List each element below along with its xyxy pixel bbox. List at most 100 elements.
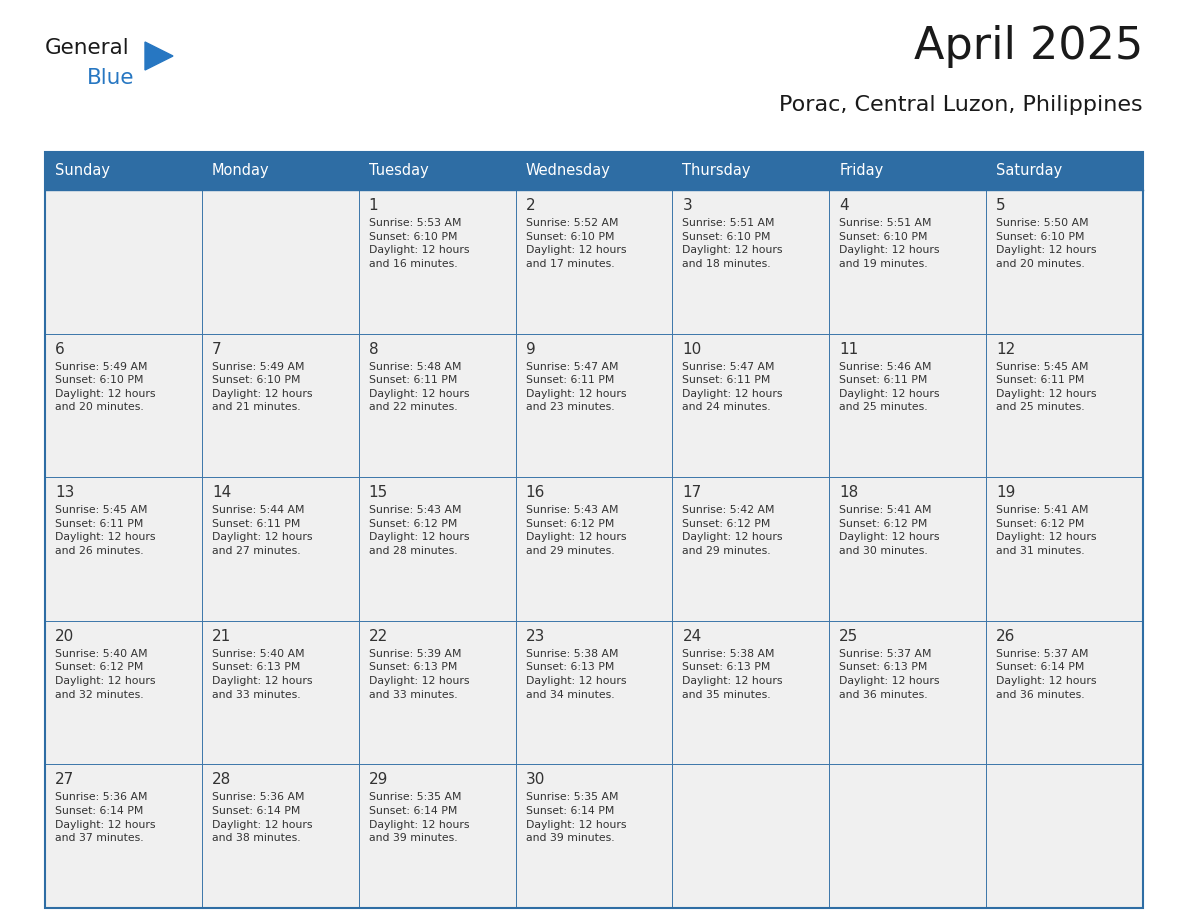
Text: Sunrise: 5:42 AM
Sunset: 6:12 PM
Daylight: 12 hours
and 29 minutes.: Sunrise: 5:42 AM Sunset: 6:12 PM Dayligh… <box>682 505 783 556</box>
Text: Sunrise: 5:39 AM
Sunset: 6:13 PM
Daylight: 12 hours
and 33 minutes.: Sunrise: 5:39 AM Sunset: 6:13 PM Dayligh… <box>368 649 469 700</box>
Text: Sunrise: 5:37 AM
Sunset: 6:14 PM
Daylight: 12 hours
and 36 minutes.: Sunrise: 5:37 AM Sunset: 6:14 PM Dayligh… <box>997 649 1097 700</box>
Bar <box>45 477 202 621</box>
Bar <box>45 333 202 477</box>
Text: 24: 24 <box>682 629 702 644</box>
Text: 14: 14 <box>211 486 232 500</box>
Bar <box>986 190 1143 333</box>
Bar <box>672 333 829 477</box>
Text: 1: 1 <box>368 198 378 213</box>
Bar <box>202 621 359 765</box>
Text: 23: 23 <box>525 629 545 644</box>
Text: 26: 26 <box>997 629 1016 644</box>
Bar <box>45 765 202 908</box>
Bar <box>45 621 202 765</box>
Bar <box>829 621 986 765</box>
Text: Sunrise: 5:47 AM
Sunset: 6:11 PM
Daylight: 12 hours
and 24 minutes.: Sunrise: 5:47 AM Sunset: 6:11 PM Dayligh… <box>682 362 783 412</box>
Text: Thursday: Thursday <box>682 163 751 178</box>
Text: 12: 12 <box>997 341 1016 356</box>
Bar <box>359 765 516 908</box>
Text: 10: 10 <box>682 341 702 356</box>
Text: Sunrise: 5:40 AM
Sunset: 6:12 PM
Daylight: 12 hours
and 32 minutes.: Sunrise: 5:40 AM Sunset: 6:12 PM Dayligh… <box>55 649 156 700</box>
Bar <box>45 152 1143 908</box>
Bar <box>359 190 516 333</box>
Text: 13: 13 <box>55 486 75 500</box>
Bar <box>202 477 359 621</box>
Text: Sunrise: 5:36 AM
Sunset: 6:14 PM
Daylight: 12 hours
and 37 minutes.: Sunrise: 5:36 AM Sunset: 6:14 PM Dayligh… <box>55 792 156 844</box>
Bar <box>45 152 1143 190</box>
Bar <box>829 477 986 621</box>
Text: Blue: Blue <box>87 68 134 88</box>
Text: Sunrise: 5:43 AM
Sunset: 6:12 PM
Daylight: 12 hours
and 28 minutes.: Sunrise: 5:43 AM Sunset: 6:12 PM Dayligh… <box>368 505 469 556</box>
Text: Tuesday: Tuesday <box>368 163 429 178</box>
Text: 29: 29 <box>368 772 388 788</box>
Text: 3: 3 <box>682 198 693 213</box>
Text: Sunrise: 5:51 AM
Sunset: 6:10 PM
Daylight: 12 hours
and 19 minutes.: Sunrise: 5:51 AM Sunset: 6:10 PM Dayligh… <box>839 218 940 269</box>
Text: Sunrise: 5:41 AM
Sunset: 6:12 PM
Daylight: 12 hours
and 30 minutes.: Sunrise: 5:41 AM Sunset: 6:12 PM Dayligh… <box>839 505 940 556</box>
Text: Wednesday: Wednesday <box>525 163 611 178</box>
Bar <box>986 333 1143 477</box>
Text: Sunrise: 5:41 AM
Sunset: 6:12 PM
Daylight: 12 hours
and 31 minutes.: Sunrise: 5:41 AM Sunset: 6:12 PM Dayligh… <box>997 505 1097 556</box>
Text: Sunrise: 5:53 AM
Sunset: 6:10 PM
Daylight: 12 hours
and 16 minutes.: Sunrise: 5:53 AM Sunset: 6:10 PM Dayligh… <box>368 218 469 269</box>
Text: Sunrise: 5:48 AM
Sunset: 6:11 PM
Daylight: 12 hours
and 22 minutes.: Sunrise: 5:48 AM Sunset: 6:11 PM Dayligh… <box>368 362 469 412</box>
Bar <box>359 621 516 765</box>
Polygon shape <box>145 42 173 70</box>
Bar <box>359 333 516 477</box>
Text: 27: 27 <box>55 772 74 788</box>
Text: 15: 15 <box>368 486 388 500</box>
Text: Sunrise: 5:35 AM
Sunset: 6:14 PM
Daylight: 12 hours
and 39 minutes.: Sunrise: 5:35 AM Sunset: 6:14 PM Dayligh… <box>368 792 469 844</box>
Text: Sunrise: 5:51 AM
Sunset: 6:10 PM
Daylight: 12 hours
and 18 minutes.: Sunrise: 5:51 AM Sunset: 6:10 PM Dayligh… <box>682 218 783 269</box>
Bar <box>829 333 986 477</box>
Bar <box>829 190 986 333</box>
Text: 9: 9 <box>525 341 536 356</box>
Text: Sunrise: 5:47 AM
Sunset: 6:11 PM
Daylight: 12 hours
and 23 minutes.: Sunrise: 5:47 AM Sunset: 6:11 PM Dayligh… <box>525 362 626 412</box>
Bar <box>986 765 1143 908</box>
Text: Sunrise: 5:45 AM
Sunset: 6:11 PM
Daylight: 12 hours
and 26 minutes.: Sunrise: 5:45 AM Sunset: 6:11 PM Dayligh… <box>55 505 156 556</box>
Text: Saturday: Saturday <box>997 163 1062 178</box>
Bar <box>359 477 516 621</box>
Text: 11: 11 <box>839 341 859 356</box>
Text: 2: 2 <box>525 198 536 213</box>
Bar <box>986 477 1143 621</box>
Text: 21: 21 <box>211 629 232 644</box>
Text: 6: 6 <box>55 341 65 356</box>
Bar <box>202 190 359 333</box>
Bar <box>45 190 202 333</box>
Bar <box>516 333 672 477</box>
Text: 20: 20 <box>55 629 74 644</box>
Text: Sunrise: 5:45 AM
Sunset: 6:11 PM
Daylight: 12 hours
and 25 minutes.: Sunrise: 5:45 AM Sunset: 6:11 PM Dayligh… <box>997 362 1097 412</box>
Bar <box>672 765 829 908</box>
Bar <box>516 190 672 333</box>
Text: 8: 8 <box>368 341 378 356</box>
Text: Sunday: Sunday <box>55 163 110 178</box>
Text: Sunrise: 5:38 AM
Sunset: 6:13 PM
Daylight: 12 hours
and 34 minutes.: Sunrise: 5:38 AM Sunset: 6:13 PM Dayligh… <box>525 649 626 700</box>
Bar <box>672 621 829 765</box>
Bar <box>202 333 359 477</box>
Text: 4: 4 <box>839 198 849 213</box>
Text: 16: 16 <box>525 486 545 500</box>
Text: Sunrise: 5:40 AM
Sunset: 6:13 PM
Daylight: 12 hours
and 33 minutes.: Sunrise: 5:40 AM Sunset: 6:13 PM Dayligh… <box>211 649 312 700</box>
Text: 18: 18 <box>839 486 859 500</box>
Text: Sunrise: 5:44 AM
Sunset: 6:11 PM
Daylight: 12 hours
and 27 minutes.: Sunrise: 5:44 AM Sunset: 6:11 PM Dayligh… <box>211 505 312 556</box>
Bar <box>516 621 672 765</box>
Text: 22: 22 <box>368 629 388 644</box>
Text: Porac, Central Luzon, Philippines: Porac, Central Luzon, Philippines <box>779 95 1143 115</box>
Text: Sunrise: 5:35 AM
Sunset: 6:14 PM
Daylight: 12 hours
and 39 minutes.: Sunrise: 5:35 AM Sunset: 6:14 PM Dayligh… <box>525 792 626 844</box>
Bar <box>202 765 359 908</box>
Text: 5: 5 <box>997 198 1006 213</box>
Text: 19: 19 <box>997 486 1016 500</box>
Text: Sunrise: 5:49 AM
Sunset: 6:10 PM
Daylight: 12 hours
and 21 minutes.: Sunrise: 5:49 AM Sunset: 6:10 PM Dayligh… <box>211 362 312 412</box>
Text: 30: 30 <box>525 772 545 788</box>
Text: April 2025: April 2025 <box>914 25 1143 68</box>
Text: 25: 25 <box>839 629 859 644</box>
Bar <box>516 477 672 621</box>
Text: Sunrise: 5:38 AM
Sunset: 6:13 PM
Daylight: 12 hours
and 35 minutes.: Sunrise: 5:38 AM Sunset: 6:13 PM Dayligh… <box>682 649 783 700</box>
Text: 17: 17 <box>682 486 702 500</box>
Text: 7: 7 <box>211 341 221 356</box>
Text: 28: 28 <box>211 772 232 788</box>
Text: Sunrise: 5:43 AM
Sunset: 6:12 PM
Daylight: 12 hours
and 29 minutes.: Sunrise: 5:43 AM Sunset: 6:12 PM Dayligh… <box>525 505 626 556</box>
Bar <box>516 765 672 908</box>
Text: General: General <box>45 38 129 58</box>
Text: Sunrise: 5:50 AM
Sunset: 6:10 PM
Daylight: 12 hours
and 20 minutes.: Sunrise: 5:50 AM Sunset: 6:10 PM Dayligh… <box>997 218 1097 269</box>
Text: Sunrise: 5:36 AM
Sunset: 6:14 PM
Daylight: 12 hours
and 38 minutes.: Sunrise: 5:36 AM Sunset: 6:14 PM Dayligh… <box>211 792 312 844</box>
Bar <box>829 765 986 908</box>
